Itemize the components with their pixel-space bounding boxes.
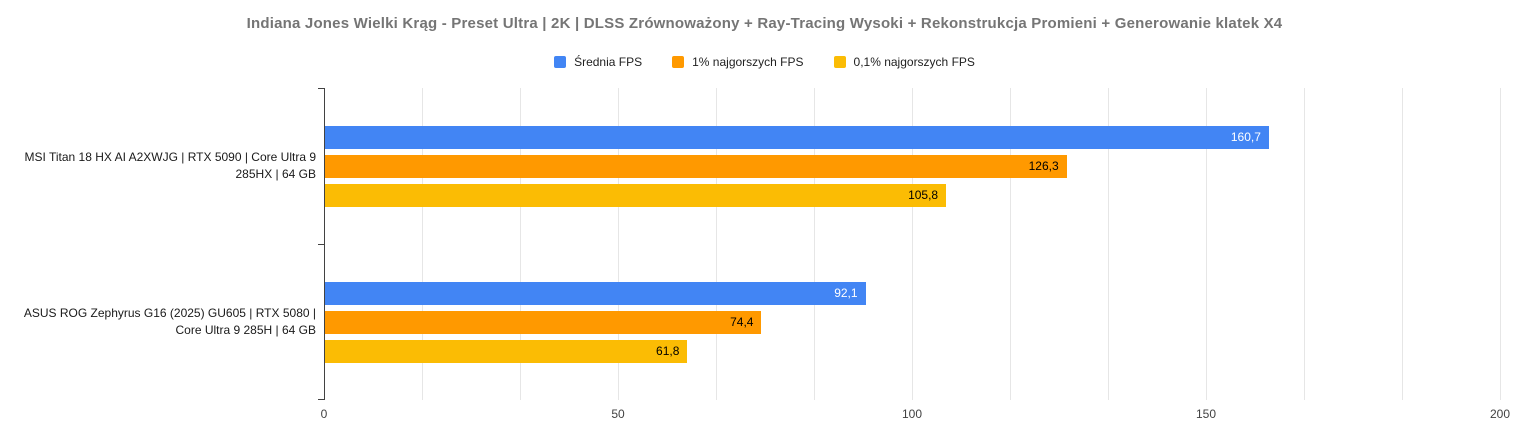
legend-item-low-0-1pct-fps: 0,1% najgorszych FPS xyxy=(833,55,975,69)
gridline xyxy=(1206,88,1207,400)
legend-swatch-icon xyxy=(833,56,846,68)
gridline xyxy=(912,88,913,400)
y-axis-tick xyxy=(318,244,324,245)
bar-value-label: 126,3 xyxy=(1028,159,1059,173)
y-axis-tick xyxy=(318,88,324,89)
x-axis-tick-label: 150 xyxy=(1195,407,1217,421)
gridline xyxy=(618,88,619,400)
legend-label: 0,1% najgorszych FPS xyxy=(853,55,975,69)
bar-group: 160,7 126,3 105,8 xyxy=(324,88,1500,244)
bar-group: 92,1 74,4 61,8 xyxy=(324,244,1500,400)
gridline xyxy=(1402,88,1403,400)
bar-value-label: 160,7 xyxy=(1230,130,1261,144)
x-axis-tick-label: 100 xyxy=(901,407,923,421)
category-label: MSI Titan 18 HX AI A2XWJG | RTX 5090 | C… xyxy=(24,149,316,181)
gridline xyxy=(520,88,521,400)
x-axis-tick-label: 50 xyxy=(611,407,625,421)
gridline xyxy=(814,88,815,400)
gridline xyxy=(1500,88,1501,400)
legend-swatch-icon xyxy=(554,56,567,68)
category-label: ASUS ROG Zephyrus G16 (2025) GU605 | RTX… xyxy=(23,305,316,337)
bar-low-0-1pct-fps: 105,8 xyxy=(324,183,947,207)
chart-title: Indiana Jones Wielki Krąg - Preset Ultra… xyxy=(246,15,1283,32)
legend-item-avg-fps: Średnia FPS xyxy=(554,55,642,69)
gridline xyxy=(1304,88,1305,400)
bar-avg-fps: 92,1 xyxy=(324,281,866,305)
bar-avg-fps: 160,7 xyxy=(324,125,1269,149)
y-axis-line xyxy=(324,88,325,400)
bar-value-label: 92,1 xyxy=(834,286,858,300)
y-axis-tick xyxy=(318,399,324,400)
gridline xyxy=(716,88,717,400)
bar-value-label: 61,8 xyxy=(656,344,680,358)
bar-low-1pct-fps: 126,3 xyxy=(324,154,1067,178)
bar-low-0-1pct-fps: 61,8 xyxy=(324,339,688,363)
gridline xyxy=(1108,88,1109,400)
bar-low-1pct-fps: 74,4 xyxy=(324,310,762,334)
legend-swatch-icon xyxy=(672,56,685,68)
x-axis-tick-label: 0 xyxy=(320,407,328,421)
gridline xyxy=(1010,88,1011,400)
legend-label: Średnia FPS xyxy=(574,55,643,69)
gridline xyxy=(422,88,423,400)
legend-label: 1% najgorszych FPS xyxy=(692,55,804,69)
legend-item-low-1pct-fps: 1% najgorszych FPS xyxy=(672,55,804,69)
plot-area: 160,7 126,3 105,8 92,1 74,4 61,8 xyxy=(318,88,1501,400)
chart-legend: Średnia FPS 1% najgorszych FPS 0,1% najgor… xyxy=(0,55,1529,69)
bar-value-label: 105,8 xyxy=(908,188,939,202)
bar-value-label: 74,4 xyxy=(730,315,754,329)
x-axis-tick-label: 200 xyxy=(1489,407,1511,421)
